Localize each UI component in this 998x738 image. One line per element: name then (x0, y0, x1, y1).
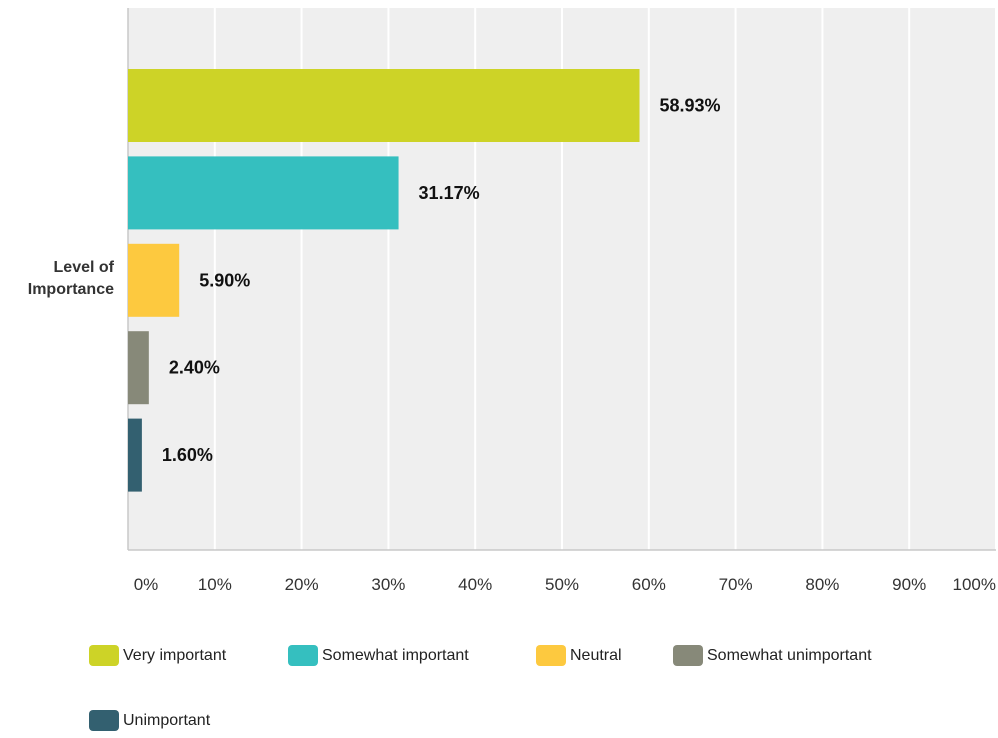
legend-label: Somewhat unimportant (707, 647, 872, 664)
bar-somewhat-important (128, 156, 399, 230)
legend-swatch (536, 645, 566, 666)
data-label: 2.40% (169, 358, 220, 378)
legend-swatch (288, 645, 318, 666)
data-label: 31.17% (419, 183, 480, 203)
legend-label: Somewhat important (322, 647, 469, 664)
bar-unimportant (128, 418, 142, 492)
bar-somewhat-unimportant (128, 331, 149, 405)
x-tick-label: 40% (458, 575, 492, 594)
x-tick-label: 30% (371, 575, 405, 594)
data-label: 5.90% (199, 270, 250, 290)
bar-very-important (128, 69, 640, 142)
x-tick-label: 50% (545, 575, 579, 594)
legend-swatch (89, 645, 119, 666)
x-tick-label: 10% (198, 575, 232, 594)
x-tick-label: 0% (134, 575, 159, 594)
legend-label: Very important (123, 647, 227, 664)
legend-label: Unimportant (123, 712, 211, 729)
legend-label: Neutral (570, 647, 622, 664)
x-tick-label: 70% (719, 575, 753, 594)
x-tick-label: 90% (892, 575, 926, 594)
data-label: 58.93% (660, 96, 721, 116)
legend-swatch (673, 645, 703, 666)
bar-neutral (128, 243, 180, 317)
category-label: Level of Importance (28, 259, 115, 298)
data-label: 1.60% (162, 445, 213, 465)
x-tick-label: 60% (632, 575, 666, 594)
x-tick-label: 80% (805, 575, 839, 594)
x-tick-label: 20% (285, 575, 319, 594)
legend-swatch (89, 710, 119, 731)
x-tick-label: 100% (953, 575, 996, 594)
